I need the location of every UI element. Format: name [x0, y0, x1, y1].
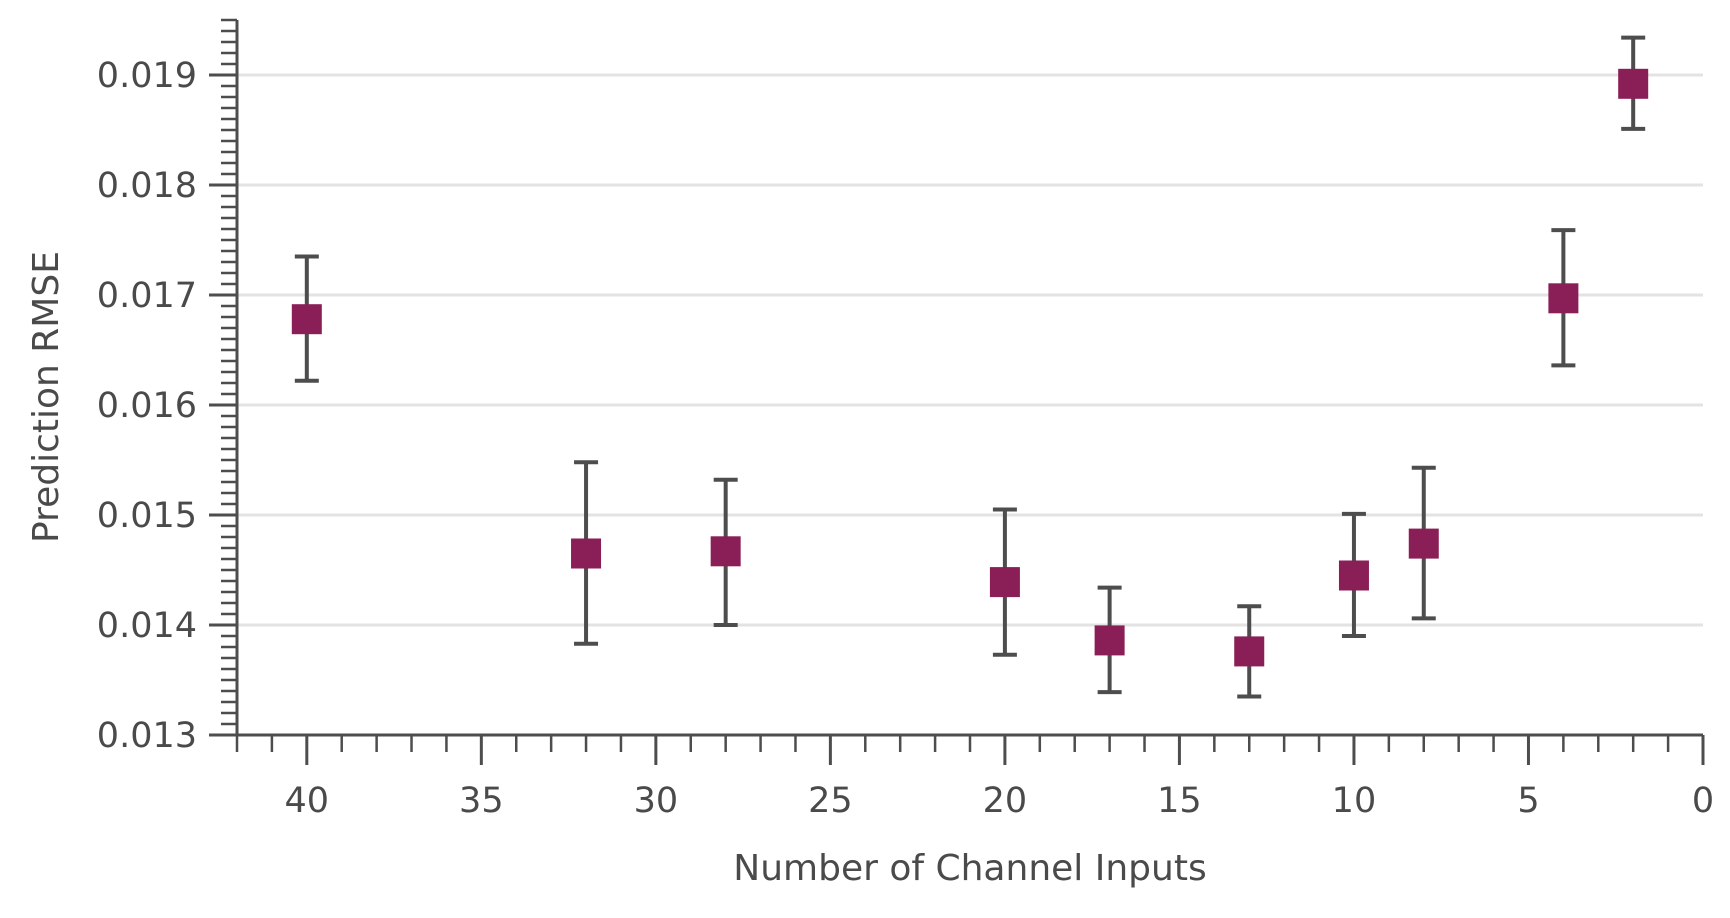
square-marker — [989, 567, 1020, 598]
data-point — [1548, 228, 1579, 368]
square-marker — [1408, 528, 1439, 559]
data-point — [1408, 465, 1439, 621]
x-tick-label: 15 — [1157, 781, 1202, 821]
axes — [235, 20, 1703, 737]
data-point — [1618, 35, 1649, 131]
data-point — [1338, 511, 1369, 638]
square-marker — [571, 538, 602, 569]
ticks: 0.013 0.014 0.015 0.016 0.017 0.018 0.019 40 35 3… — [97, 18, 1714, 821]
x-tick-label: 30 — [634, 781, 679, 821]
data-point — [571, 460, 602, 646]
data-point — [710, 477, 741, 627]
data-point — [291, 254, 322, 383]
data-point — [1234, 604, 1265, 699]
y-tick-label: 0.015 — [97, 496, 197, 536]
square-marker — [1548, 283, 1579, 314]
y-axis-title: Prediction RMSE — [26, 251, 67, 543]
gridlines — [237, 73, 1703, 627]
square-marker — [710, 536, 741, 567]
x-tick-label: 5 — [1517, 781, 1539, 821]
y-tick-label: 0.018 — [97, 166, 197, 206]
square-marker — [1234, 636, 1265, 667]
data-marks — [291, 35, 1649, 699]
square-marker — [1338, 560, 1369, 591]
square-marker — [1618, 68, 1649, 99]
x-tick-label: 40 — [285, 781, 330, 821]
data-point — [989, 507, 1020, 657]
square-marker — [1094, 625, 1125, 656]
y-tick-label: 0.016 — [97, 386, 197, 426]
square-marker — [291, 304, 322, 335]
x-tick-label: 10 — [1332, 781, 1377, 821]
y-tick-label: 0.019 — [97, 56, 197, 96]
y-tick-label: 0.017 — [97, 276, 197, 316]
y-tick-label: 0.013 — [97, 716, 197, 756]
x-tick-label: 20 — [983, 781, 1028, 821]
x-tick-label: 35 — [459, 781, 504, 821]
x-tick-label: 0 — [1692, 781, 1714, 821]
data-point — [1094, 585, 1125, 695]
x-axis-title: Number of Channel Inputs — [733, 848, 1206, 889]
x-tick-label: 25 — [808, 781, 853, 821]
y-tick-label: 0.014 — [97, 606, 197, 646]
